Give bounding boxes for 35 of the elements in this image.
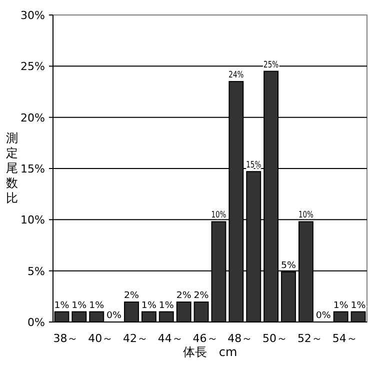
x-tick-label: 38～ [53,332,78,345]
data-label: 2% [194,291,210,302]
data-label: 1% [72,300,88,311]
data-label: 10% [298,210,318,221]
data-label: 1% [89,300,105,311]
y-tick-label: 15% [20,162,45,176]
y-tick-label: 0% [28,316,45,329]
data-label: 2% [176,291,192,302]
x-tick-label: 42～ [123,332,148,345]
x-tick-label: 46～ [192,332,218,345]
x-tick-label: 54～ [332,332,358,345]
data-label: 1% [333,300,349,311]
y-tick-label: 25% [20,60,45,74]
y-tick-label: 5% [28,264,45,278]
x-tick-label: 40～ [88,332,114,345]
x-tick-label: 52～ [297,332,322,345]
data-label: 0% [316,311,332,321]
data-label: 24% [228,70,249,81]
x-tick-label: 44～ [158,332,183,345]
data-label: 2% [124,291,140,302]
data-label: 0% [106,311,122,321]
data-label: 5% [281,260,296,271]
data-label: 1% [54,300,70,311]
data-label: 10% [211,210,232,221]
data-label: 15% [246,160,266,171]
x-tick-label: 48～ [228,332,253,345]
x-tick-label: 50～ [262,332,288,345]
y-tick-label: 10% [20,214,45,227]
data-label: 1% [141,300,157,311]
data-label: 1% [158,300,174,311]
y-tick-label: 20% [20,111,45,124]
data-label: 1% [350,300,366,311]
y-axis-title: 測定尾数比 [6,131,18,205]
y-tick-label: 30% [20,9,45,22]
x-axis-title: 体長 cm [182,345,238,359]
